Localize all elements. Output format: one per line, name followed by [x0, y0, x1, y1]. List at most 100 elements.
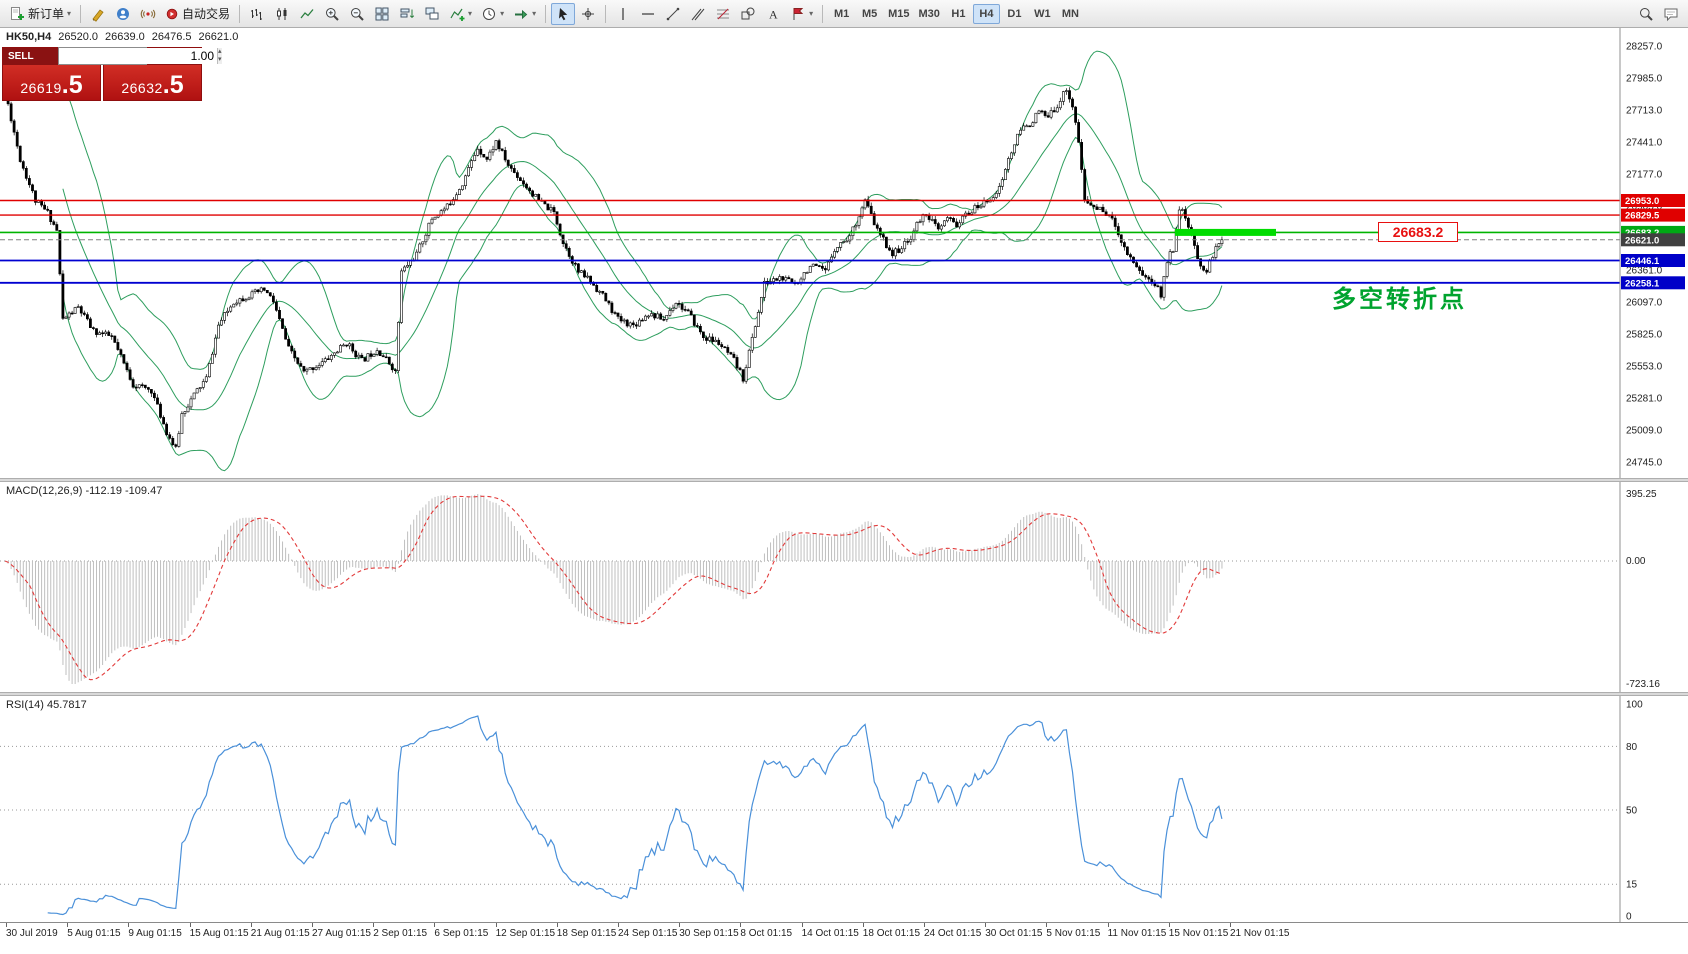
timeframe-h1[interactable]: H1	[951, 7, 966, 20]
chat-button[interactable]	[1659, 3, 1683, 25]
volume-spin-arrows[interactable]: ▴ ▾	[217, 48, 222, 64]
rsi-svg[interactable]: 100 80 50 15 0	[0, 696, 1688, 922]
time-label: 5 Aug 01:15	[67, 928, 121, 939]
rsi-pane[interactable]: 100 80 50 15 0 RSI(14) 45.7817	[0, 696, 1688, 922]
time-tick	[67, 923, 69, 927]
main-plot-layer[interactable]	[0, 50, 1620, 472]
volume-spinner[interactable]: ▴▾	[58, 47, 222, 65]
search-button[interactable]	[1634, 3, 1658, 25]
price-scale[interactable]	[1620, 28, 1688, 478]
new-order-label: 新订单	[28, 7, 65, 21]
ohlc-high: 26639.0	[105, 31, 145, 43]
rsi-plot-layer	[0, 715, 1620, 916]
rsi-label: RSI(14) 45.7817	[6, 699, 87, 711]
templates-button[interactable]: ▾	[509, 3, 540, 25]
time-tick	[1046, 923, 1048, 927]
time-label: 8 Oct 01:15	[740, 928, 793, 939]
price-tag	[1621, 194, 1685, 207]
time-axis[interactable]: 30 Jul 2019 5 Aug 01:15 9 Aug 01:15 15 Aug …	[0, 922, 1688, 954]
rsi-scale[interactable]	[1620, 696, 1688, 922]
bar-chart-button[interactable]	[245, 3, 269, 25]
channel-button[interactable]	[686, 3, 710, 25]
time-tick	[495, 923, 497, 927]
periods-button[interactable]: ▾	[477, 3, 508, 25]
spin-up-icon[interactable]: ▴	[218, 48, 222, 56]
cursor-button[interactable]	[551, 2, 576, 25]
macd-scale[interactable]	[1620, 482, 1688, 692]
price-tag-label: 26953.0	[1625, 196, 1659, 207]
price-tick: 28257.0	[1626, 42, 1663, 53]
separator	[545, 4, 547, 23]
volume-input[interactable]	[59, 48, 217, 64]
candles-layer[interactable]	[3, 87, 1224, 449]
indicators-icon	[450, 8, 465, 21]
arrows-tool-button[interactable]: ▾	[786, 3, 817, 25]
shapes-icon	[741, 7, 755, 19]
timeframe-m30[interactable]: M30	[918, 7, 940, 20]
line-chart-button[interactable]	[295, 3, 319, 25]
vertical-line-button[interactable]	[611, 3, 635, 25]
macd-svg[interactable]: 395.25 0.00 -723.16	[0, 482, 1688, 692]
caret-icon: ▾	[500, 8, 505, 18]
macd-histogram	[7, 494, 1223, 684]
alerts-button[interactable]	[136, 3, 160, 25]
timeframe-w1[interactable]: W1	[1034, 7, 1051, 20]
bb-lower-band	[62, 136, 1223, 472]
crosshair-icon	[582, 7, 595, 20]
ohlc-low: 26476.5	[151, 31, 192, 43]
pane-divider[interactable]	[0, 478, 1688, 482]
indicators-button[interactable]: ▾	[445, 3, 476, 25]
separator	[80, 4, 82, 23]
turning-point-annotation[interactable]: 多空转折点	[1332, 286, 1467, 313]
time-tick	[679, 923, 681, 927]
time-label: 21 Aug 01:15	[250, 928, 310, 939]
time-tick	[312, 923, 313, 927]
arrange-windows-button[interactable]	[395, 3, 419, 25]
channel-icon	[691, 8, 705, 20]
paintbrush-button[interactable]	[86, 3, 110, 25]
timeframe-h4[interactable]: H4	[972, 3, 1000, 24]
cascade-windows-icon	[425, 7, 439, 19]
time-tick	[618, 923, 619, 927]
profile-icon	[117, 7, 130, 20]
macd-tick: 395.25	[1626, 489, 1657, 500]
main-chart-pane[interactable]: 28257.027985.027713.027441.027177.026905…	[0, 28, 1688, 478]
price-tick: 26361.0	[1626, 266, 1663, 277]
pane-divider[interactable]	[0, 692, 1688, 696]
timeframe-d1[interactable]: D1	[1007, 7, 1022, 20]
price-tick: 26097.0	[1626, 298, 1663, 309]
separator	[822, 4, 824, 23]
autotrading-button[interactable]: 自动交易	[161, 3, 234, 25]
timeframe-m1[interactable]: M1	[833, 7, 850, 20]
spin-down-icon[interactable]: ▾	[218, 56, 222, 64]
time-tick	[740, 923, 742, 927]
tile-windows-button[interactable]	[370, 3, 394, 25]
flag-icon	[793, 7, 804, 20]
macd-pane[interactable]: 395.25 0.00 -723.16 MACD(12,26,9) -112.19 …	[0, 482, 1688, 692]
timeframe-m5[interactable]: M5	[861, 7, 878, 20]
time-label: 18 Sep 01:15	[556, 928, 617, 939]
thick-green-segment[interactable]	[1175, 228, 1276, 236]
horizontal-line-button[interactable]	[636, 3, 660, 25]
timeframe-m15[interactable]: M15	[888, 7, 910, 20]
shapes-button[interactable]	[736, 3, 760, 25]
price-box-annotation[interactable]: 26683.2	[1378, 222, 1458, 242]
profile-button[interactable]	[111, 3, 135, 25]
line-chart-icon	[300, 8, 314, 18]
fibonacci-button[interactable]	[711, 3, 735, 25]
new-order-button[interactable]: 新订单 ▾	[5, 3, 75, 25]
ohlc-close: 26621.0	[198, 31, 239, 43]
price-tick: 27177.0	[1626, 170, 1663, 181]
time-tick	[434, 923, 436, 927]
timeframe-mn[interactable]: MN	[1061, 7, 1079, 20]
candlestick-chart-button[interactable]	[270, 3, 294, 25]
crosshair-button[interactable]	[576, 3, 600, 25]
trendline-button[interactable]	[661, 3, 685, 25]
zoom-out-button[interactable]	[345, 3, 369, 25]
macd-label: MACD(12,26,9) -112.19 -109.47	[6, 485, 163, 497]
cascade-windows-button[interactable]	[420, 3, 444, 25]
main-chart-svg[interactable]: 28257.027985.027713.027441.027177.026905…	[0, 28, 1688, 478]
zoom-in-button[interactable]	[320, 3, 344, 25]
chat-icon	[1664, 8, 1678, 21]
text-tool-button[interactable]: A	[761, 3, 785, 25]
